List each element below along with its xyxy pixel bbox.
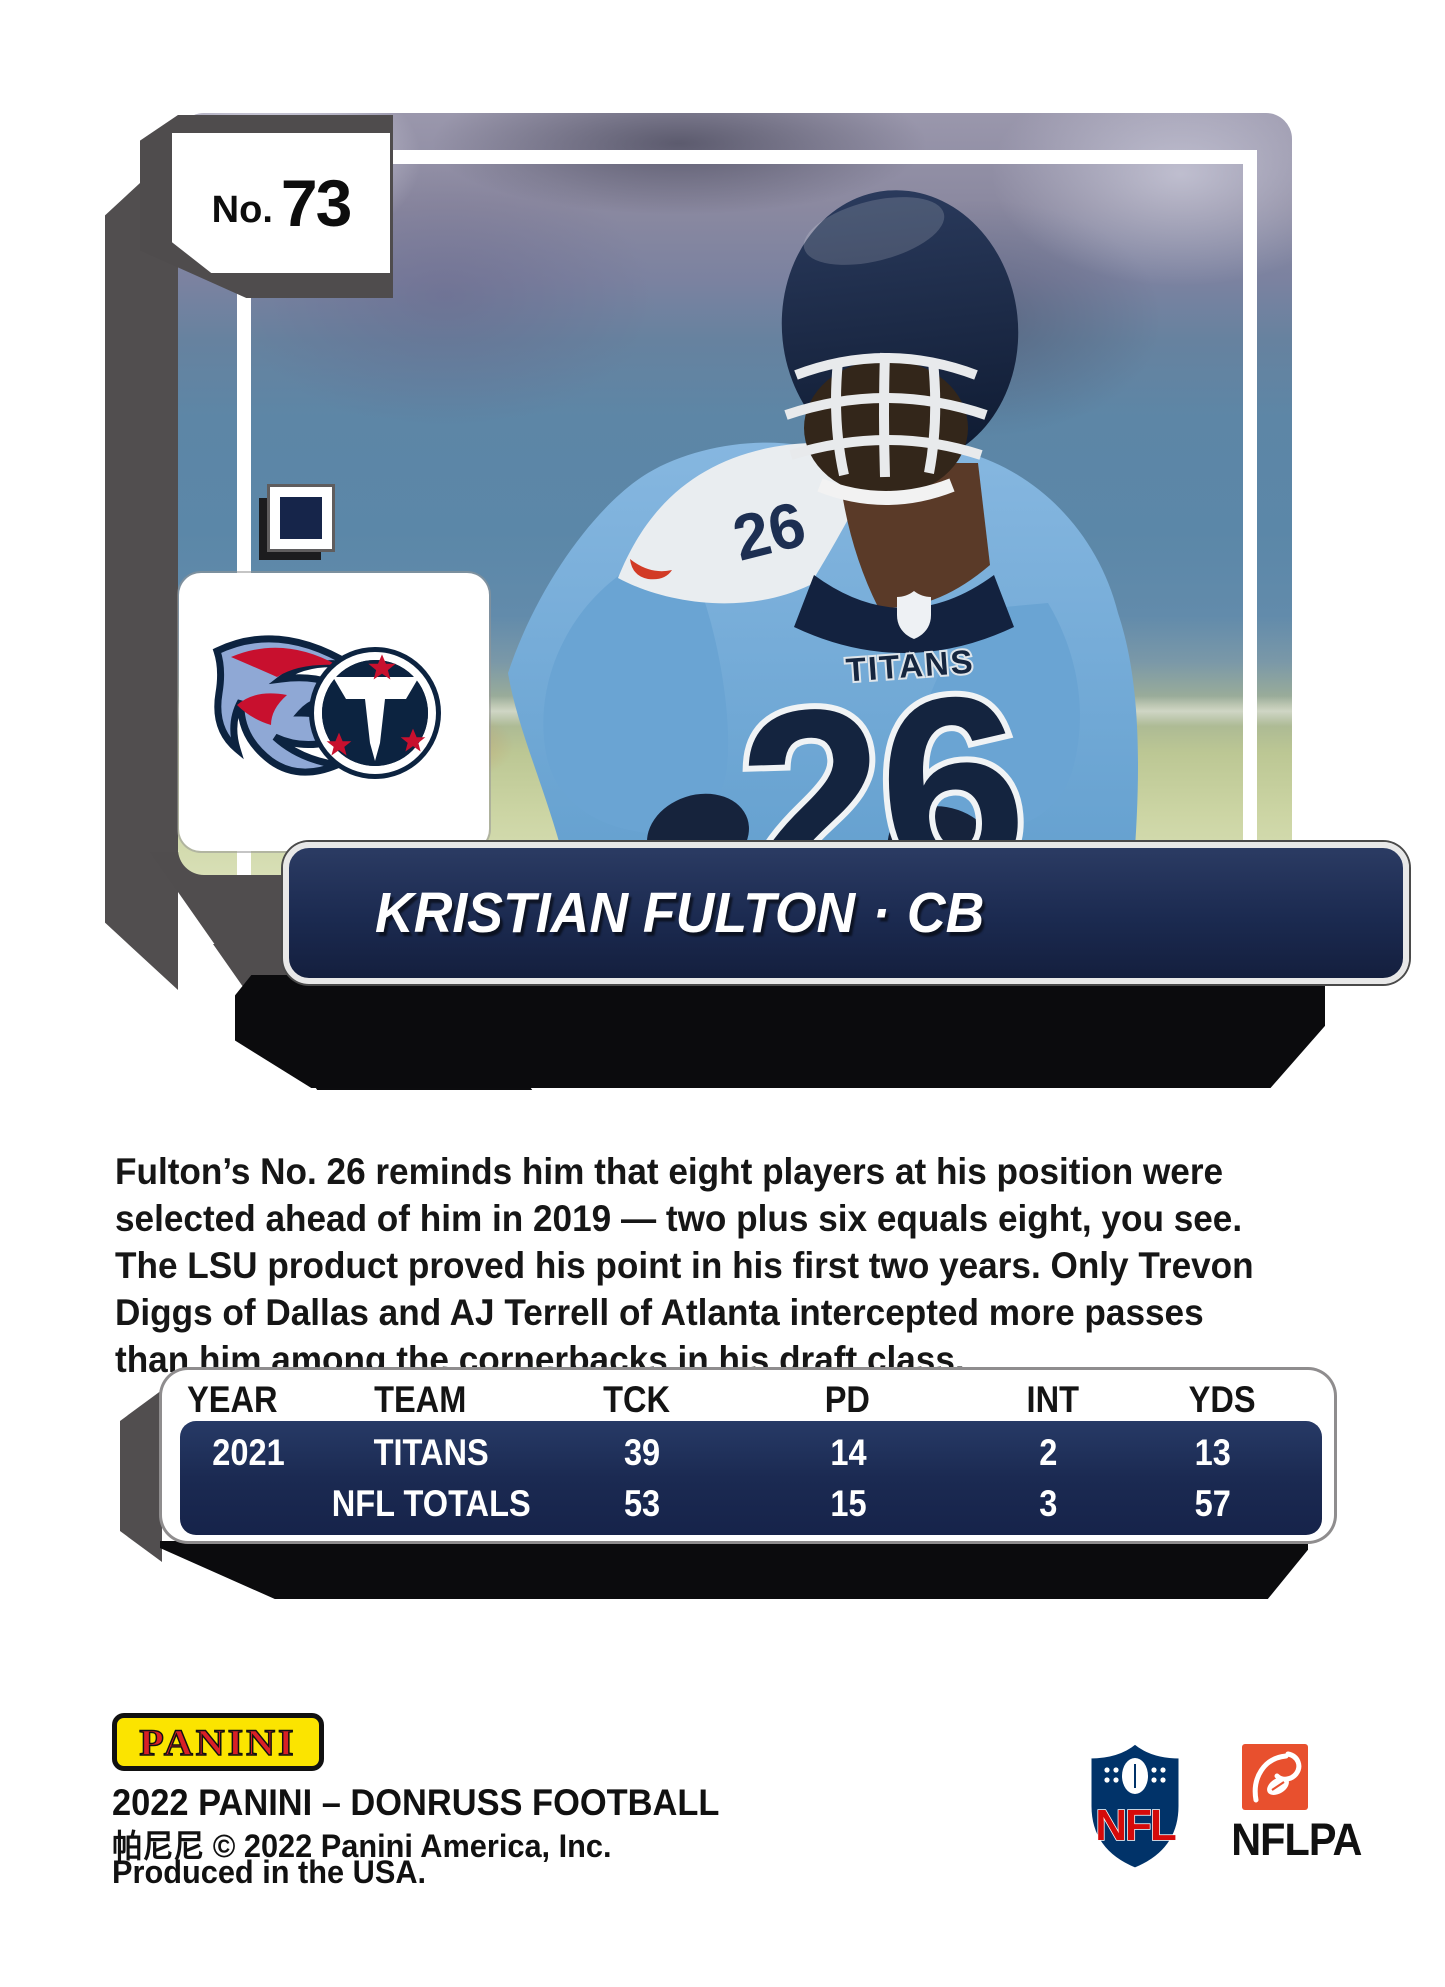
panini-logo: PANINI xyxy=(112,1713,324,1771)
cell-year: 2021 xyxy=(212,1432,285,1473)
stats-table: YEAR TEAM TCK PD INT YDS 2021 TITANS 39 … xyxy=(162,1370,1334,1541)
player-illustration: 26 TITANS 26 xyxy=(508,190,1138,875)
nflpa-logo-text: NFLPA xyxy=(1231,1814,1362,1865)
cell-yds: 57 xyxy=(1194,1483,1232,1524)
cell-team: NFL TOTALS xyxy=(331,1483,531,1524)
col-header-tck: TCK xyxy=(603,1379,671,1420)
col-header-int: INT xyxy=(1026,1379,1079,1420)
stats-table-shadow xyxy=(160,1541,1308,1599)
nfl-shield-icon: NFL xyxy=(1088,1741,1182,1871)
cell-tck: 53 xyxy=(624,1483,661,1524)
name-separator: · xyxy=(872,881,890,945)
col-header-year: YEAR xyxy=(187,1379,278,1420)
cell-team: TITANS xyxy=(373,1432,489,1473)
player-name: KRISTIAN FULTON xyxy=(375,881,856,945)
nfl-logo-text: NFL xyxy=(1095,1801,1176,1850)
card-number: 73 xyxy=(280,166,352,240)
copyright-line: 帕尼尼 © 2022 Panini America, Inc. xyxy=(112,1828,612,1864)
card-number-prefix: No. xyxy=(211,188,273,231)
team-logo-box xyxy=(179,573,489,851)
cell-int: 3 xyxy=(1038,1483,1057,1524)
product-line: 2022 PANINI – DONRUSS FOOTBALL xyxy=(112,1782,720,1823)
titans-logo-icon xyxy=(212,635,441,779)
produced-line: Produced in the USA. xyxy=(112,1854,427,1890)
stats-row-2021: 2021 TITANS 39 14 2 13 xyxy=(180,1427,1322,1479)
nameplate-shadow xyxy=(235,975,1325,1088)
facemask xyxy=(784,352,988,478)
col-header-team: TEAM xyxy=(373,1379,466,1420)
cell-int: 2 xyxy=(1038,1432,1057,1473)
cell-tck: 39 xyxy=(624,1432,661,1473)
chin-strap xyxy=(817,478,955,505)
stats-header-row: YEAR TEAM TCK PD INT YDS xyxy=(162,1378,1334,1422)
swoosh-mark xyxy=(630,559,672,580)
cell-yds: 13 xyxy=(1194,1432,1232,1473)
col-header-pd: PD xyxy=(824,1379,871,1420)
cell-pd: 15 xyxy=(829,1483,867,1524)
nflpa-mark-icon xyxy=(1242,1744,1308,1810)
cell-pd: 14 xyxy=(829,1432,867,1473)
stats-row-totals: NFL TOTALS 53 15 3 57 xyxy=(180,1478,1322,1530)
jersey-number: 26 xyxy=(729,639,1030,875)
player-position: CB xyxy=(906,881,985,945)
card-number-tab: No. 73 xyxy=(172,133,390,273)
frame-left-bar xyxy=(105,148,178,990)
stats-data-panel: 2021 TITANS 39 14 2 13 NFL TOTALS 53 15 … xyxy=(180,1421,1322,1535)
jersey-nfl-shield xyxy=(897,591,931,639)
nameplate: KRISTIAN FULTON · CB xyxy=(283,842,1409,984)
bio-text: Fulton’s No. 26 reminds him that eight p… xyxy=(115,1151,1254,1380)
navy-square-icon xyxy=(267,484,335,552)
col-header-yds: YDS xyxy=(1189,1379,1257,1420)
shoulder-number: 26 xyxy=(726,488,812,575)
panini-logo-text: PANINI xyxy=(139,1721,297,1764)
nflpa-logo: NFLPA xyxy=(1231,1744,1362,1876)
stats-table-wedge xyxy=(120,1390,162,1562)
